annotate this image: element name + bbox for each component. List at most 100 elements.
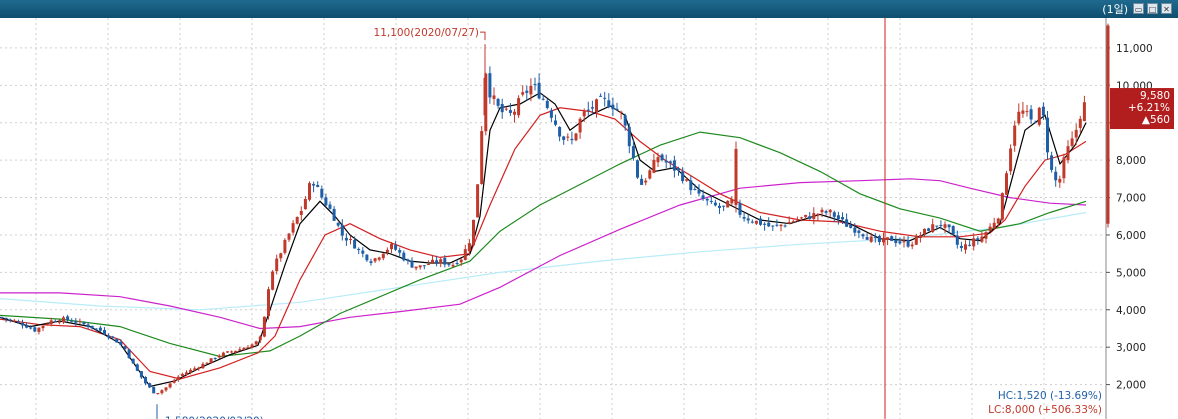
candle-down	[570, 138, 574, 141]
candle-up	[652, 159, 656, 173]
candle-up	[193, 368, 197, 370]
candle-up	[791, 221, 795, 223]
candle-down	[8, 319, 12, 321]
candle-up	[685, 179, 689, 181]
close-icon[interactable]: ✕	[1161, 3, 1172, 14]
candle-up	[291, 223, 295, 233]
candle-down	[738, 203, 742, 215]
current-price-change: +6.21%	[1128, 102, 1170, 114]
candle-up	[648, 170, 652, 179]
candle-down	[701, 195, 705, 199]
candle-down	[357, 248, 361, 250]
candle-up	[217, 355, 221, 358]
candle-down	[763, 223, 767, 225]
candle-up	[816, 213, 820, 216]
candle-up	[381, 253, 385, 259]
candle-up	[964, 244, 967, 250]
candle-down	[558, 126, 562, 137]
candle-up	[504, 108, 508, 110]
low-price-arrow	[156, 404, 158, 419]
restore-icon[interactable]: ▭	[1133, 3, 1144, 14]
candle-up	[373, 258, 377, 262]
candle-up	[1000, 193, 1004, 220]
candle-up	[931, 224, 935, 233]
candle-down	[541, 98, 545, 100]
candle-down	[1046, 117, 1049, 153]
period-label: (1일)	[1102, 3, 1128, 16]
maximize-icon[interactable]: □	[1147, 3, 1158, 14]
candle-down	[398, 250, 402, 253]
current-price-box	[1110, 88, 1174, 130]
candle-up	[308, 183, 311, 200]
y-tick-label: 11,000	[1116, 43, 1153, 55]
candle-down	[21, 322, 24, 326]
candlestick-chart[interactable]: 2,0003,0004,0005,0006,0007,0008,0009,000…	[0, 18, 1178, 419]
candle-up	[779, 224, 783, 227]
candle-down	[135, 364, 139, 371]
candle-down	[33, 327, 37, 332]
candle-up	[279, 253, 283, 259]
candle-down	[693, 188, 697, 190]
candle-down	[115, 338, 119, 343]
candle-down	[98, 327, 102, 331]
candle-up	[980, 236, 984, 242]
candle-down	[607, 100, 611, 108]
candle-up	[271, 271, 275, 290]
candle-down	[718, 205, 721, 208]
candle-down	[968, 244, 972, 246]
candle-up	[869, 236, 873, 242]
candle-down	[545, 100, 549, 108]
candle-down	[861, 234, 865, 237]
candle-up	[250, 344, 254, 348]
candle-up	[886, 237, 890, 240]
candle-down	[611, 104, 615, 110]
candle-up	[189, 369, 193, 373]
candle-up	[439, 259, 443, 264]
candle-down	[603, 97, 607, 99]
y-tick-label: 4,000	[1116, 305, 1146, 317]
candle-up	[1062, 157, 1066, 179]
candle-up	[513, 111, 516, 115]
candle-down	[759, 218, 762, 225]
candle-down	[767, 222, 771, 227]
candle-down	[127, 349, 131, 359]
candle-up	[1037, 107, 1041, 125]
candle-up	[262, 316, 266, 337]
candle-up	[176, 376, 180, 381]
hc-label: HC:1,520 (-13.69%)	[998, 390, 1102, 402]
candle-up	[754, 220, 758, 224]
candle-up	[246, 347, 250, 349]
candle-down	[328, 204, 332, 209]
candle-up	[529, 85, 533, 95]
high-price-arrow	[480, 31, 486, 41]
candle-down	[562, 136, 566, 140]
candle-up	[619, 111, 623, 113]
candle-up	[287, 233, 291, 240]
candle-up	[45, 323, 49, 325]
current-price-value: 9,580	[1140, 90, 1170, 102]
candle-up	[943, 224, 947, 228]
candle-down	[906, 240, 910, 247]
candle-up	[164, 387, 168, 391]
y-tick-label: 8,000	[1116, 155, 1146, 167]
candle-down	[722, 205, 726, 207]
candle-up	[234, 350, 238, 353]
candle-down	[144, 376, 147, 384]
candle-up	[418, 265, 422, 268]
candle-down	[1041, 106, 1045, 116]
candle-up	[1058, 178, 1062, 183]
candle-down	[66, 316, 70, 321]
candle-down	[636, 160, 639, 178]
candle-up	[812, 213, 816, 220]
candle-down	[16, 321, 20, 323]
candle-down	[394, 245, 398, 250]
candle-down	[123, 346, 127, 350]
candle-down	[599, 95, 603, 97]
candle-up	[472, 219, 475, 246]
candle-up	[467, 243, 471, 252]
candle-down	[590, 107, 594, 109]
candle-down	[709, 200, 713, 202]
candle-down	[324, 197, 328, 206]
candle-up	[804, 214, 808, 217]
candle-up	[230, 351, 234, 353]
